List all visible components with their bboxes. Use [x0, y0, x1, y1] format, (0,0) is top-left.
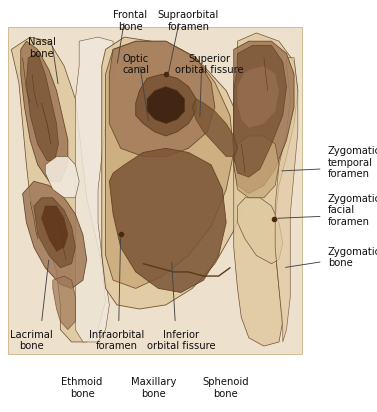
- Polygon shape: [234, 41, 294, 194]
- Polygon shape: [102, 37, 249, 309]
- Text: Optic
canal: Optic canal: [122, 54, 149, 75]
- Polygon shape: [192, 99, 238, 157]
- Polygon shape: [11, 29, 298, 350]
- Polygon shape: [41, 206, 68, 251]
- Polygon shape: [23, 181, 87, 288]
- Text: Sphenoid
bone: Sphenoid bone: [202, 377, 249, 398]
- Polygon shape: [106, 41, 234, 288]
- Polygon shape: [45, 157, 79, 198]
- Polygon shape: [147, 87, 185, 124]
- Text: Frontal
bone: Frontal bone: [113, 10, 147, 32]
- Text: Supraorbital
foramen: Supraorbital foramen: [158, 10, 219, 32]
- Polygon shape: [234, 45, 287, 177]
- Polygon shape: [11, 37, 106, 342]
- Text: Nasal
bone: Nasal bone: [28, 37, 55, 59]
- Polygon shape: [238, 198, 283, 264]
- Polygon shape: [21, 41, 68, 181]
- Polygon shape: [109, 41, 215, 157]
- Polygon shape: [275, 58, 298, 342]
- Text: Zygomatico-
facial
foramen: Zygomatico- facial foramen: [328, 194, 377, 227]
- Polygon shape: [53, 276, 75, 330]
- Text: Lacrimal
bone: Lacrimal bone: [10, 330, 53, 351]
- Polygon shape: [136, 74, 196, 136]
- Text: Zygomatico-
temporal
foramen: Zygomatico- temporal foramen: [328, 146, 377, 179]
- Text: Zygomatic
bone: Zygomatic bone: [328, 247, 377, 268]
- Text: Inferior
orbital fissure: Inferior orbital fissure: [147, 330, 215, 351]
- Polygon shape: [26, 54, 58, 161]
- Text: Infraorbital
foramen: Infraorbital foramen: [89, 330, 144, 351]
- Text: Ethmoid
bone: Ethmoid bone: [61, 377, 103, 398]
- Polygon shape: [109, 148, 226, 293]
- Text: Superior
orbital fissure: Superior orbital fissure: [175, 54, 244, 75]
- Polygon shape: [75, 37, 113, 342]
- Polygon shape: [234, 136, 279, 198]
- Polygon shape: [234, 33, 298, 346]
- Polygon shape: [8, 27, 302, 354]
- Polygon shape: [34, 198, 75, 268]
- Text: Maxillary
bone: Maxillary bone: [131, 377, 176, 398]
- Polygon shape: [238, 66, 279, 128]
